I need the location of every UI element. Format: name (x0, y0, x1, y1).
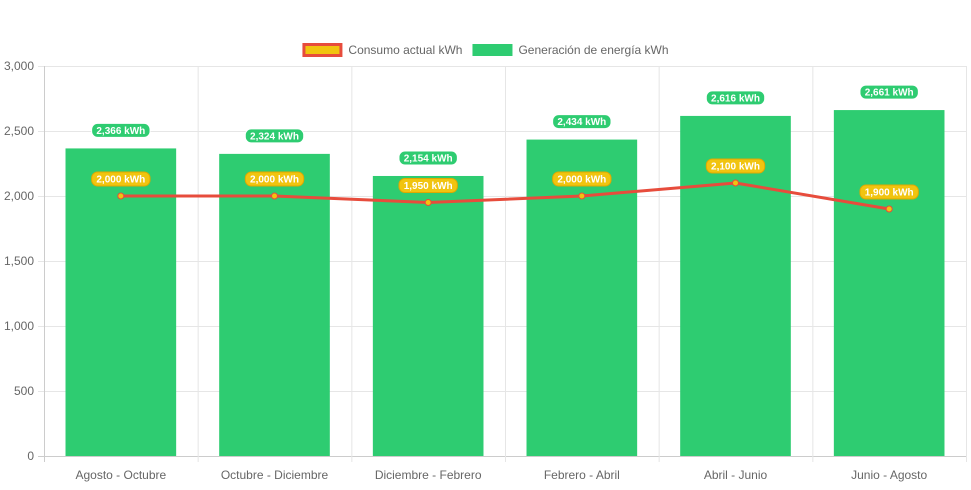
y-tick-label: 1,500 (4, 254, 34, 268)
consumption-point (424, 199, 432, 206)
x-tick-label: Octubre - Diciembre (221, 468, 329, 482)
bars-layer (65, 110, 945, 457)
consumption-point (271, 192, 278, 200)
consumption-data-label: 1,950 kWh (404, 181, 453, 192)
generation-data-label: 2,434 kWh (557, 117, 606, 128)
generation-data-label-bg (552, 114, 612, 130)
consumption-data-label-bg (398, 178, 458, 193)
consumption-data-label: 1,900 kWh (865, 188, 914, 199)
line-layer (117, 179, 893, 213)
generation-bar (526, 139, 638, 456)
consumption-data-label-bg (91, 171, 151, 187)
generation-data-label: 2,616 kWh (711, 93, 760, 104)
generation-bar (833, 110, 945, 456)
consumption-data-label: 2,000 kWh (557, 175, 606, 186)
generation-data-label: 2,324 kWh (250, 131, 299, 142)
generation-data-label-bg (398, 150, 458, 166)
generation-data-label-bg (705, 90, 766, 106)
legend-swatch-generation (472, 44, 513, 56)
consumption-point (578, 192, 586, 200)
consumption-data-label-bg (244, 171, 305, 187)
consumption-data-label-bg (705, 158, 766, 174)
y-tick-label: 0 (27, 449, 34, 463)
consumption-point (732, 179, 739, 187)
y-tick-label: 3,000 (4, 59, 34, 73)
grid-layer (38, 66, 967, 462)
data-labels-layer: 2,366 kWh 2,324 kWh 2,154 kWh 2,434 kWh 2,61… (91, 84, 919, 200)
consumption-line (120, 181, 890, 211)
generation-bar (219, 153, 330, 456)
legend: Consumo actual kWh Generación de energía … (302, 43, 669, 57)
generation-data-label: 2,661 kWh (865, 88, 914, 99)
consumption-data-label: 2,100 kWh (711, 162, 760, 173)
x-tick-label: Junio - Agosto (851, 468, 927, 482)
consumption-data-label-bg (859, 184, 919, 200)
consumption-point (117, 192, 125, 200)
generation-data-label-bg (244, 128, 305, 144)
axis-layer: 0 500 1,000 1,500 2,000 2,500 3,000 Agosto - Oc… (4, 59, 928, 482)
consumption-data-label-bg (552, 171, 612, 187)
x-tick-label: Diciembre - Febrero (375, 468, 482, 482)
x-tick-label: Abril - Junio (704, 468, 768, 482)
generation-data-label: 2,366 kWh (96, 126, 145, 137)
x-tick-label: Agosto - Octubre (75, 468, 166, 482)
consumption-point (885, 205, 893, 213)
consumption-data-label: 2,000 kWh (250, 175, 299, 186)
generation-data-label-bg (859, 84, 919, 100)
y-tick-label: 1,000 (4, 319, 34, 333)
x-tick-label: Febrero - Abril (544, 468, 620, 482)
legend-label-generation: Generación de energía kWh (518, 43, 668, 57)
generation-bar (65, 148, 177, 457)
generation-data-label-bg (91, 122, 151, 138)
y-tick-label: 2,000 (4, 189, 34, 203)
y-tick-label: 500 (14, 384, 34, 398)
generation-data-label: 2,154 kWh (404, 153, 453, 164)
consumption-data-label: 2,000 kWh (96, 175, 145, 186)
legend-swatch-consumption (302, 43, 343, 57)
generation-bar (372, 175, 484, 457)
y-tick-label: 2,500 (4, 124, 34, 138)
legend-label-consumption: Consumo actual kWh (348, 43, 462, 57)
